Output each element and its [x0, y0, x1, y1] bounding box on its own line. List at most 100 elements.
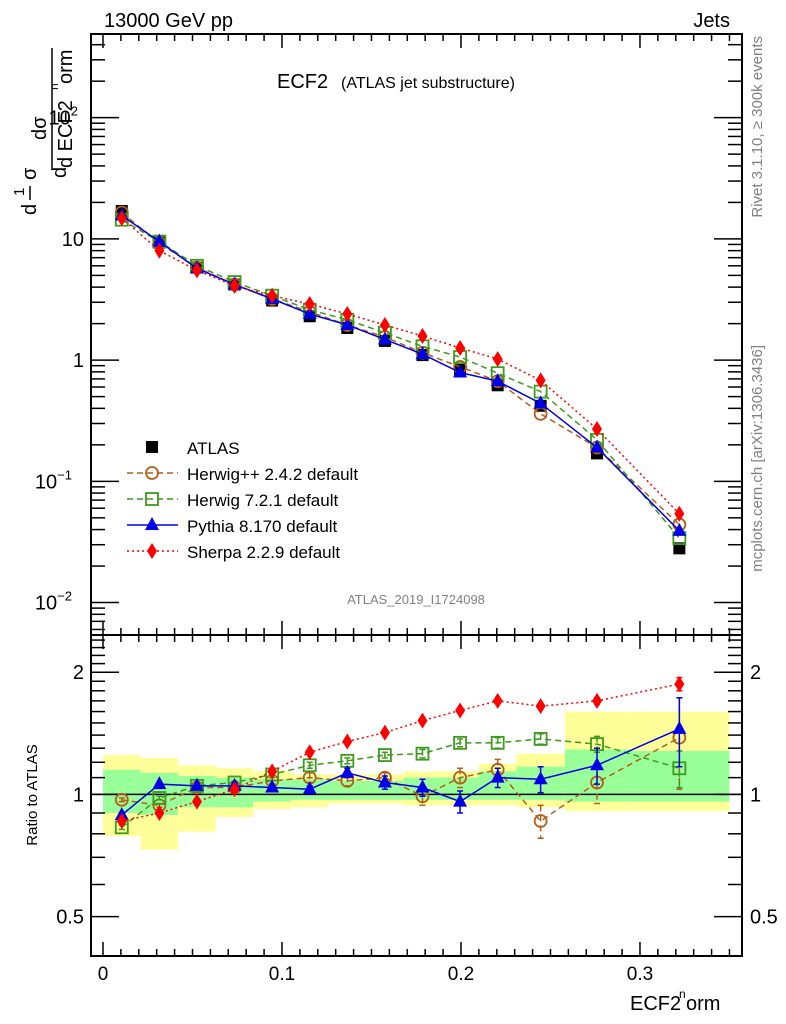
svg-text:d ECF2: d ECF2: [55, 100, 77, 168]
data-point: [379, 316, 390, 333]
data-point: [490, 735, 505, 750]
data-point: [592, 421, 603, 438]
x-tick-label: 0.3: [627, 964, 653, 985]
data-point: [377, 774, 392, 788]
data-point: [302, 306, 317, 320]
data-point: [455, 702, 466, 719]
legend-item: Herwig 7.2.1 default: [127, 491, 338, 510]
svg-text:ECF2: ECF2: [630, 993, 681, 1015]
data-point: [152, 776, 167, 790]
data-point: [265, 779, 280, 793]
series-pythia-8-170-default: [114, 207, 687, 536]
data-point: [379, 724, 390, 741]
data-point: [492, 351, 503, 368]
watermark: ATLAS_2019_I1724098: [347, 592, 485, 607]
data-point: [672, 522, 687, 536]
data-point: [453, 735, 467, 750]
data-point: [673, 542, 686, 555]
data-point: [304, 296, 315, 313]
y-tick-label-right: 0.5: [750, 907, 778, 929]
legend-marker: [147, 543, 157, 559]
mcplots-label: mcplots.cern.ch [arXiv:1306.3436]: [749, 345, 766, 572]
data-point: [377, 331, 392, 345]
svg-text:orm: orm: [686, 993, 720, 1015]
data-point: [267, 287, 278, 304]
y-tick-label: 10−2: [35, 589, 72, 615]
svg-text:dσ: dσ: [29, 116, 51, 140]
data-point: [340, 316, 355, 330]
data-point: [492, 692, 503, 709]
main-y-axis-label: d σ 1 d dσ d ECF2 n orm: [11, 48, 77, 215]
data-point: [533, 395, 548, 409]
plot-title: ECF2: [277, 71, 328, 93]
data-point: [453, 770, 467, 785]
x-axis-label: ECF2 n orm: [630, 987, 720, 1015]
legend-marker: [145, 517, 159, 530]
data-point: [453, 364, 468, 378]
sigma-symbol: σ: [19, 167, 41, 180]
data-point: [116, 210, 127, 227]
data-point: [535, 372, 546, 389]
legend-item: Sherpa 2.2.9 default: [127, 543, 340, 562]
band-inner: [328, 780, 367, 800]
data-point: [152, 791, 167, 805]
data-point: [229, 277, 240, 294]
data-point: [490, 373, 505, 387]
data-point: [342, 733, 353, 750]
data-point: [417, 328, 428, 345]
series-sherpa-2-2-9-default: [116, 210, 685, 522]
header-left: 13000 GeV pp: [104, 10, 233, 32]
data-point: [191, 262, 202, 279]
legend-label: ATLAS: [187, 439, 240, 458]
data-point: [154, 805, 165, 822]
series-line: [121, 214, 680, 532]
plot-subtitle: (ATLAS jet substructure): [341, 75, 515, 92]
data-point: [590, 439, 605, 453]
svg-text:d: d: [49, 167, 71, 178]
data-point: [342, 306, 353, 323]
data-point: [533, 771, 548, 785]
data-point: [189, 777, 204, 791]
svg-text:1: 1: [11, 188, 28, 196]
legend-label: Sherpa 2.2.9 default: [187, 543, 340, 562]
series-line: [121, 217, 680, 515]
data-point: [415, 746, 430, 761]
legend-item: Pythia 8.170 default: [127, 517, 338, 536]
data-point: [114, 792, 129, 807]
svg-text:n: n: [679, 987, 686, 1001]
data-point: [229, 781, 240, 798]
data-point: [490, 769, 505, 783]
data-point: [267, 763, 278, 780]
data-point: [302, 781, 317, 795]
legend-label: Herwig++ 2.4.2 default: [187, 465, 358, 484]
y-tick-label: 10−1: [35, 467, 72, 493]
series-pythia-8-170-default: [114, 697, 687, 820]
data-point: [154, 242, 165, 259]
data-point: [304, 744, 315, 761]
legend-marker: [146, 441, 158, 453]
data-point: [415, 346, 430, 360]
ratio-series: [114, 676, 687, 839]
data-point: [340, 764, 355, 778]
y-tick-label-right: 1: [750, 784, 761, 806]
data-point: [455, 339, 466, 356]
data-point: [415, 779, 430, 793]
x-tick-label: 0.1: [269, 964, 295, 985]
data-point: [116, 813, 127, 830]
series-sherpa-2-2-9-default: [116, 676, 685, 830]
data-point: [417, 712, 428, 729]
series-line: [121, 728, 680, 816]
y-tick-label-right: 2: [750, 662, 761, 684]
legend-marker: [145, 466, 159, 480]
svg-text:n: n: [47, 83, 61, 90]
legend: ATLAS Herwig++ 2.4.2 default Herwig 7.2.1 …: [127, 439, 358, 562]
data-point: [535, 698, 546, 715]
legend-marker: [145, 492, 159, 506]
data-point: [453, 793, 468, 807]
y-tick-label: 1: [73, 784, 84, 806]
data-point: [590, 757, 605, 771]
data-point: [592, 692, 603, 709]
data-point: [674, 505, 685, 522]
data-point: [533, 732, 548, 746]
axes-frame: [90, 634, 743, 957]
